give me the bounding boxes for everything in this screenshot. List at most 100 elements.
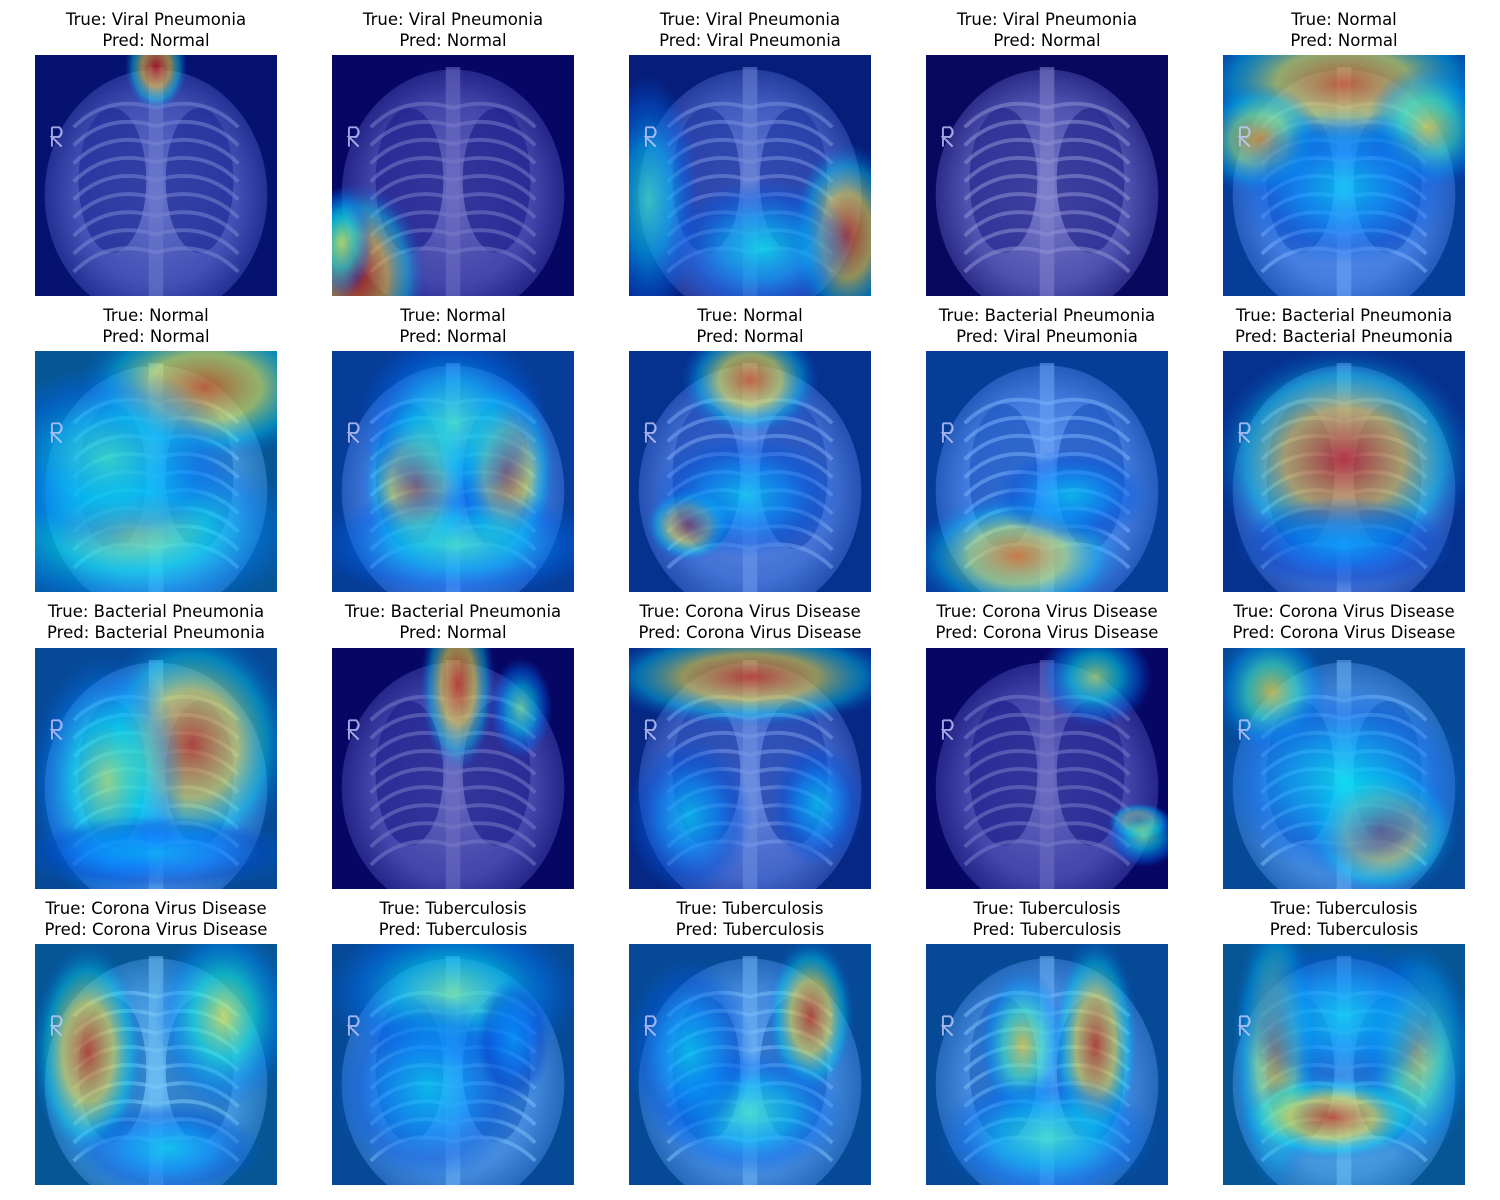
panel-caption: True: Viral Pneumonia Pred: Normal — [292, 9, 614, 51]
panel-caption: True: Corona Virus Disease Pred: Corona V… — [886, 601, 1208, 643]
chest-xray-gradcam-image — [35, 351, 277, 592]
panel-caption: True: Normal Pred: Normal — [0, 305, 317, 347]
chest-xray-gradcam-image — [926, 351, 1168, 592]
xray-image-frame — [629, 55, 871, 296]
panel-caption: True: Tuberculosis Pred: Tuberculosis — [1183, 898, 1500, 940]
panel-caption: True: Tuberculosis Pred: Tuberculosis — [886, 898, 1208, 940]
chest-xray-gradcam-image — [926, 55, 1168, 296]
pred-label: Pred: Corona Virus Disease — [935, 623, 1159, 642]
chest-xray-gradcam-image — [35, 944, 277, 1185]
panel-caption: True: Bacterial Pneumonia Pred: Viral Pne… — [886, 305, 1208, 347]
true-label: True: Tuberculosis — [379, 899, 527, 918]
xray-image-frame — [1223, 944, 1465, 1185]
panel-caption: True: Corona Virus Disease Pred: Corona V… — [0, 898, 317, 940]
pred-label: Pred: Bacterial Pneumonia — [47, 623, 265, 642]
xray-image-frame — [332, 944, 574, 1185]
panel-caption: True: Corona Virus Disease Pred: Corona V… — [589, 601, 911, 643]
xray-image-frame — [35, 351, 277, 592]
pred-label: Pred: Tuberculosis — [675, 920, 825, 939]
chest-xray-gradcam-image — [35, 648, 277, 889]
pred-label: Pred: Normal — [102, 327, 210, 346]
chest-xray-gradcam-image — [1223, 648, 1465, 889]
chest-xray-gradcam-image — [629, 55, 871, 296]
panel-caption: True: Corona Virus Disease Pred: Corona V… — [1183, 601, 1500, 643]
xray-image-frame — [926, 648, 1168, 889]
xray-image-frame — [1223, 351, 1465, 592]
true-label: True: Corona Virus Disease — [936, 602, 1158, 621]
chest-xray-gradcam-image — [35, 55, 277, 296]
pred-label: Pred: Tuberculosis — [1269, 920, 1419, 939]
xray-image-frame — [629, 648, 871, 889]
xray-image-frame — [1223, 648, 1465, 889]
panel-caption: True: Bacterial Pneumonia Pred: Normal — [292, 601, 614, 643]
chest-xray-gradcam-image — [1223, 55, 1465, 296]
true-label: True: Corona Virus Disease — [45, 899, 267, 918]
pred-label: Pred: Normal — [399, 623, 507, 642]
pred-label: Pred: Viral Pneumonia — [956, 327, 1138, 346]
xray-image-frame — [926, 944, 1168, 1185]
true-label: True: Normal — [1291, 10, 1397, 29]
true-label: True: Normal — [697, 306, 803, 325]
true-label: True: Viral Pneumonia — [956, 10, 1138, 29]
pred-label: Pred: Corona Virus Disease — [1232, 623, 1456, 642]
xray-image-frame — [629, 351, 871, 592]
panel-caption: True: Viral Pneumonia Pred: Viral Pneumon… — [589, 9, 911, 51]
pred-label: Pred: Normal — [399, 31, 507, 50]
xray-image-frame — [35, 648, 277, 889]
xray-image-frame — [332, 351, 574, 592]
true-label: True: Viral Pneumonia — [659, 10, 841, 29]
chest-xray-gradcam-image — [332, 944, 574, 1185]
true-label: True: Bacterial Pneumonia — [938, 306, 1156, 325]
chest-xray-gradcam-image — [926, 648, 1168, 889]
panel-caption: True: Normal Pred: Normal — [1183, 9, 1500, 51]
pred-label: Pred: Tuberculosis — [972, 920, 1122, 939]
pred-label: Pred: Normal — [993, 31, 1101, 50]
xray-image-frame — [926, 55, 1168, 296]
pred-label: Pred: Normal — [696, 327, 804, 346]
pred-label: Pred: Corona Virus Disease — [44, 920, 268, 939]
chest-xray-gradcam-image — [332, 351, 574, 592]
true-label: True: Tuberculosis — [1270, 899, 1418, 918]
panel-caption: True: Normal Pred: Normal — [589, 305, 911, 347]
true-label: True: Viral Pneumonia — [362, 10, 544, 29]
chest-xray-gradcam-image — [332, 55, 574, 296]
pred-label: Pred: Normal — [102, 31, 210, 50]
chest-xray-gradcam-image — [332, 648, 574, 889]
true-label: True: Corona Virus Disease — [1233, 602, 1455, 621]
pred-label: Pred: Bacterial Pneumonia — [1235, 327, 1453, 346]
pred-label: Pred: Viral Pneumonia — [659, 31, 841, 50]
chest-xray-gradcam-image — [629, 944, 871, 1185]
panel-caption: True: Bacterial Pneumonia Pred: Bacterial… — [1183, 305, 1500, 347]
xray-image-frame — [35, 55, 277, 296]
chest-xray-gradcam-image — [1223, 944, 1465, 1185]
panel-caption: True: Bacterial Pneumonia Pred: Bacterial… — [0, 601, 317, 643]
panel-caption: True: Tuberculosis Pred: Tuberculosis — [589, 898, 911, 940]
xray-image-frame — [926, 351, 1168, 592]
true-label: True: Viral Pneumonia — [65, 10, 247, 29]
xray-image-frame — [35, 944, 277, 1185]
true-label: True: Bacterial Pneumonia — [1235, 306, 1453, 325]
chest-xray-gradcam-image — [1223, 351, 1465, 592]
xray-image-frame — [1223, 55, 1465, 296]
true-label: True: Bacterial Pneumonia — [47, 602, 265, 621]
xray-image-frame — [629, 944, 871, 1185]
xray-image-frame — [332, 55, 574, 296]
true-label: True: Tuberculosis — [973, 899, 1121, 918]
true-label: True: Corona Virus Disease — [639, 602, 861, 621]
pred-label: Pred: Tuberculosis — [378, 920, 528, 939]
true-label: True: Normal — [400, 306, 506, 325]
panel-caption: True: Normal Pred: Normal — [292, 305, 614, 347]
pred-label: Pred: Normal — [1290, 31, 1398, 50]
xray-image-frame — [332, 648, 574, 889]
chest-xray-gradcam-image — [629, 648, 871, 889]
chest-xray-gradcam-image — [629, 351, 871, 592]
panel-caption: True: Viral Pneumonia Pred: Normal — [886, 9, 1208, 51]
chest-xray-gradcam-image — [926, 944, 1168, 1185]
true-label: True: Normal — [103, 306, 209, 325]
pred-label: Pred: Normal — [399, 327, 507, 346]
panel-caption: True: Viral Pneumonia Pred: Normal — [0, 9, 317, 51]
pred-label: Pred: Corona Virus Disease — [638, 623, 862, 642]
true-label: True: Bacterial Pneumonia — [344, 602, 562, 621]
panel-caption: True: Tuberculosis Pred: Tuberculosis — [292, 898, 614, 940]
true-label: True: Tuberculosis — [676, 899, 824, 918]
